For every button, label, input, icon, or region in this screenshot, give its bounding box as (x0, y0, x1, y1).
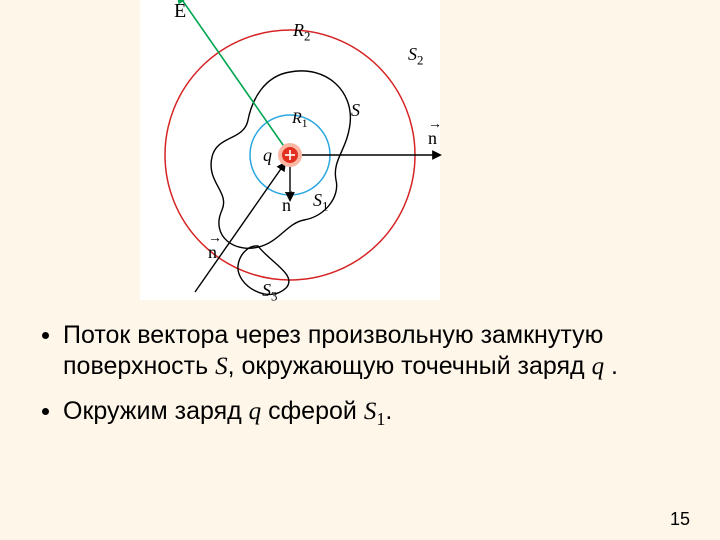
label-n-down: → n (282, 195, 291, 216)
bullet-text: Поток вектора через произвольную замкнут… (63, 320, 690, 382)
bullet-text: Окружим заряд q сферой S1. (63, 396, 392, 431)
bullet-item: Окружим заряд q сферой S1. (20, 396, 690, 431)
label-n-right: → n (428, 128, 437, 149)
label-r2: R2 (293, 20, 310, 45)
slide-number: 15 (670, 509, 690, 530)
bullet-dot-icon (42, 408, 49, 415)
label-n-incoming: → n (208, 242, 217, 263)
diagram: → E R2 S2 S R1 q → n (140, 0, 440, 300)
diagram-svg (140, 0, 440, 300)
label-q: q (263, 145, 272, 166)
label-e: → E (174, 0, 186, 23)
bullet-item: Поток вектора через произвольную замкнут… (20, 320, 690, 382)
vector-n-incoming (195, 163, 285, 292)
label-s1: S1 (313, 190, 328, 215)
slide: → E R2 S2 S R1 q → n (0, 0, 720, 540)
label-s3: S3 (262, 280, 277, 305)
label-r1: R1 (292, 110, 308, 130)
label-s: S (351, 100, 360, 121)
bullet-list: Поток вектора через произвольную замкнут… (20, 320, 690, 445)
bullet-dot-icon (42, 332, 49, 339)
label-s2: S2 (408, 44, 423, 69)
